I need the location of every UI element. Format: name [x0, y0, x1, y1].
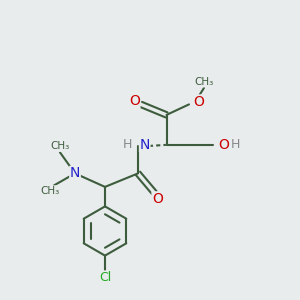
Text: CH₃: CH₃ — [194, 77, 214, 87]
Text: O: O — [194, 95, 204, 109]
Text: CH₃: CH₃ — [40, 186, 59, 196]
Text: N: N — [140, 138, 150, 152]
Text: Cl: Cl — [99, 271, 111, 284]
Text: O: O — [129, 94, 140, 108]
Text: H: H — [123, 138, 132, 152]
Text: O: O — [152, 192, 163, 206]
Text: CH₃: CH₃ — [50, 141, 70, 152]
Text: O: O — [218, 138, 229, 152]
Text: H: H — [231, 138, 240, 152]
Text: N: N — [70, 167, 80, 180]
